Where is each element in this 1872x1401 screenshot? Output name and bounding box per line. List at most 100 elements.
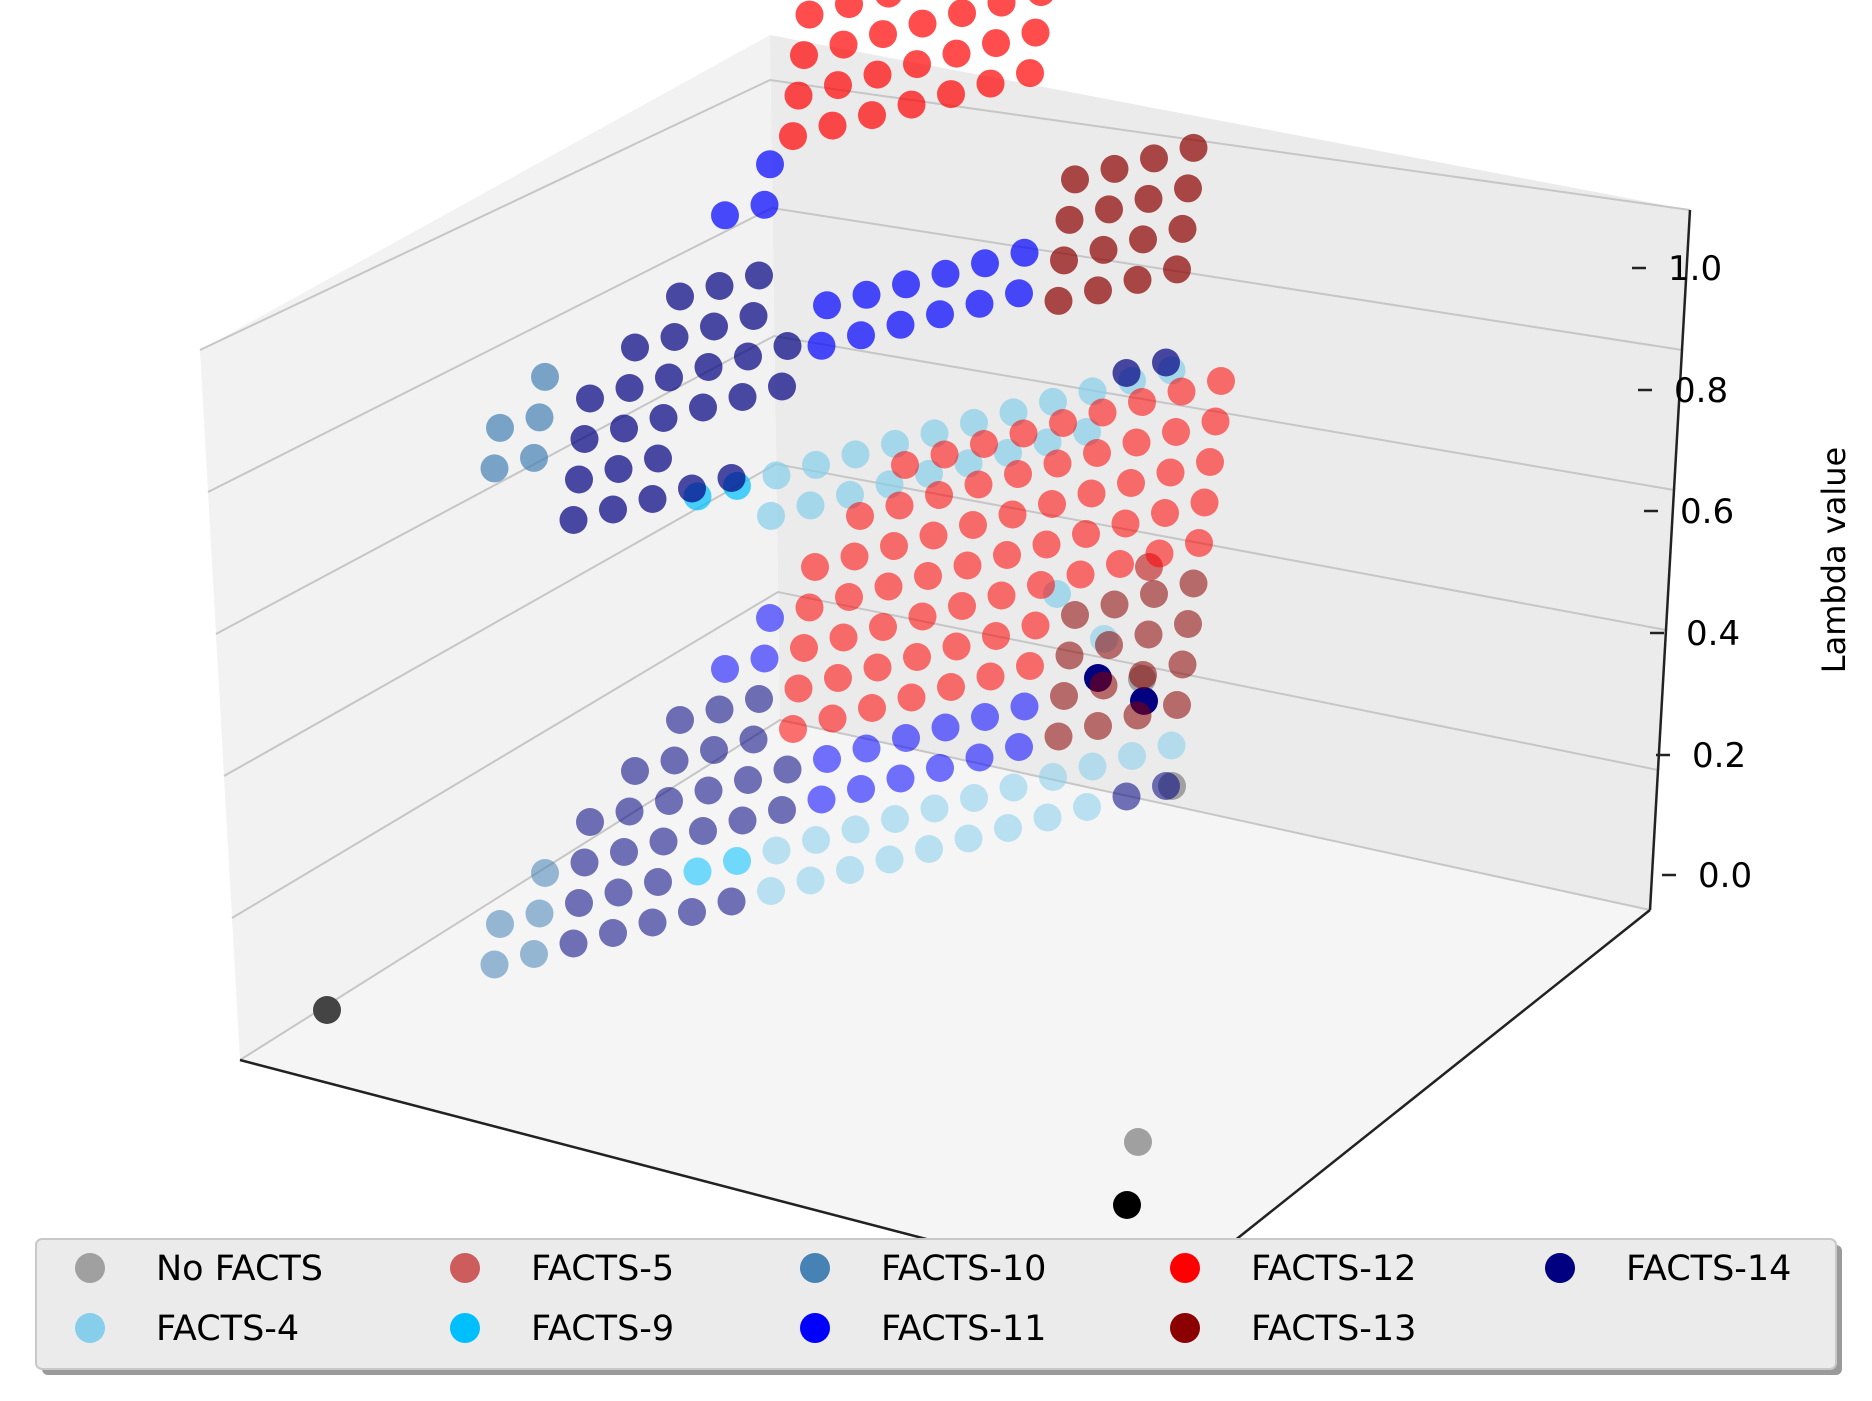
scatter-point bbox=[621, 333, 649, 362]
scatter-point bbox=[840, 542, 869, 571]
scatter-point bbox=[638, 485, 667, 513]
scatter-point bbox=[847, 321, 875, 350]
scatter-point bbox=[570, 425, 599, 453]
scatter-point bbox=[683, 857, 712, 886]
legend-label: FACTS-12 bbox=[1251, 1249, 1416, 1289]
scatter-point bbox=[1044, 286, 1073, 315]
scatter-point bbox=[903, 643, 931, 671]
scatter-point bbox=[745, 685, 773, 713]
scatter-point bbox=[925, 481, 953, 509]
scatter-point bbox=[531, 859, 559, 887]
z-axis-line bbox=[1648, 209, 1692, 911]
scatter-point bbox=[649, 404, 678, 432]
scatter-point bbox=[762, 836, 791, 865]
legend-label: FACTS-9 bbox=[531, 1309, 674, 1349]
scatter-point bbox=[728, 806, 757, 835]
legend-label: FACTS-14 bbox=[1626, 1249, 1791, 1289]
scatter-point bbox=[666, 282, 694, 311]
scatter-point bbox=[1156, 458, 1185, 487]
scatter-point bbox=[1168, 650, 1197, 679]
scatter-point bbox=[486, 910, 514, 938]
scatter-point bbox=[818, 111, 847, 140]
scatter-point bbox=[1050, 682, 1078, 710]
scatter-point bbox=[1016, 59, 1044, 88]
legend-marker bbox=[1170, 1313, 1200, 1343]
scatter-point bbox=[875, 845, 904, 874]
grid-line bbox=[199, 78, 1691, 351]
scatter-point bbox=[976, 69, 1005, 98]
z-tick-label: 0.2 bbox=[1692, 736, 1746, 776]
scatter-point bbox=[930, 440, 959, 469]
scatter-point bbox=[847, 775, 875, 803]
scatter-point bbox=[926, 754, 954, 782]
scatter-point bbox=[1201, 407, 1230, 436]
legend-box bbox=[35, 1238, 1837, 1370]
scatter-point bbox=[795, 0, 824, 29]
scatter-point bbox=[835, 0, 863, 19]
scatter-point bbox=[858, 694, 886, 722]
scatter-point bbox=[655, 787, 683, 815]
scatter-point bbox=[1021, 18, 1050, 47]
scatter-point bbox=[1179, 133, 1208, 162]
scatter-point bbox=[615, 374, 644, 402]
legend-marker bbox=[800, 1253, 830, 1283]
scatter-point bbox=[1043, 449, 1072, 478]
scatter-point bbox=[987, 581, 1016, 610]
scatter-point bbox=[1039, 387, 1067, 416]
scatter-point bbox=[802, 450, 830, 479]
legend-marker bbox=[1545, 1253, 1575, 1283]
scatter-point bbox=[813, 745, 841, 773]
scatter-point bbox=[1185, 529, 1213, 557]
scatter-point bbox=[599, 919, 627, 947]
scatter-point bbox=[874, 572, 903, 601]
scatter-point bbox=[908, 602, 937, 631]
legend-label: FACTS-11 bbox=[881, 1309, 1046, 1349]
scatter-point bbox=[700, 312, 728, 341]
legend-label: No FACTS bbox=[156, 1249, 323, 1289]
scatter-point bbox=[779, 715, 807, 743]
scatter-point bbox=[829, 623, 858, 652]
z-tick-label: 1.0 bbox=[1668, 249, 1722, 289]
scatter-point bbox=[1151, 499, 1179, 527]
scatter-point bbox=[1118, 742, 1146, 770]
scatter-point bbox=[1055, 205, 1084, 234]
scatter-point bbox=[757, 877, 785, 905]
scatter-point bbox=[858, 101, 886, 130]
scatter-point bbox=[982, 29, 1010, 58]
grid-line bbox=[231, 590, 1659, 919]
scatter-point bbox=[711, 655, 739, 683]
scatter-point bbox=[920, 794, 949, 823]
back-right-pane bbox=[770, 35, 1690, 910]
scatter-point bbox=[790, 634, 818, 662]
scatter-point bbox=[1066, 560, 1095, 589]
scatter-point bbox=[971, 249, 999, 278]
scatter-point bbox=[1089, 671, 1118, 700]
grid-line bbox=[239, 718, 1651, 1061]
scatter-point bbox=[1122, 428, 1151, 457]
scatter-point bbox=[994, 438, 1022, 467]
scatter-point bbox=[1174, 174, 1202, 203]
legend: No FACTS FACTS-4 FACTS-5 FACTS-9 FACTS-10 FAC… bbox=[35, 1238, 1842, 1375]
scatter-point bbox=[1145, 539, 1174, 568]
scatter-point bbox=[886, 310, 915, 339]
scatter-point bbox=[818, 704, 847, 733]
scatter-point bbox=[796, 491, 825, 520]
scatter-point bbox=[1010, 692, 1039, 721]
scatter-point bbox=[599, 495, 627, 524]
scatter-point bbox=[881, 429, 909, 458]
scatter-point bbox=[1129, 225, 1157, 254]
scatter-point bbox=[1038, 490, 1066, 518]
scatter-point bbox=[1113, 1191, 1141, 1219]
scatter-point bbox=[1095, 195, 1123, 224]
scatter-point bbox=[745, 261, 773, 290]
scatter-point bbox=[1033, 428, 1062, 457]
scatter-point bbox=[655, 363, 683, 392]
scatter-point bbox=[802, 826, 830, 854]
scatter-point bbox=[897, 90, 926, 119]
scatter-point bbox=[1061, 601, 1089, 629]
scatter-point bbox=[965, 289, 994, 318]
scatter-point bbox=[937, 673, 965, 701]
scatter-point bbox=[728, 383, 757, 411]
scatter-point bbox=[649, 827, 678, 856]
scatter-point bbox=[960, 408, 988, 437]
